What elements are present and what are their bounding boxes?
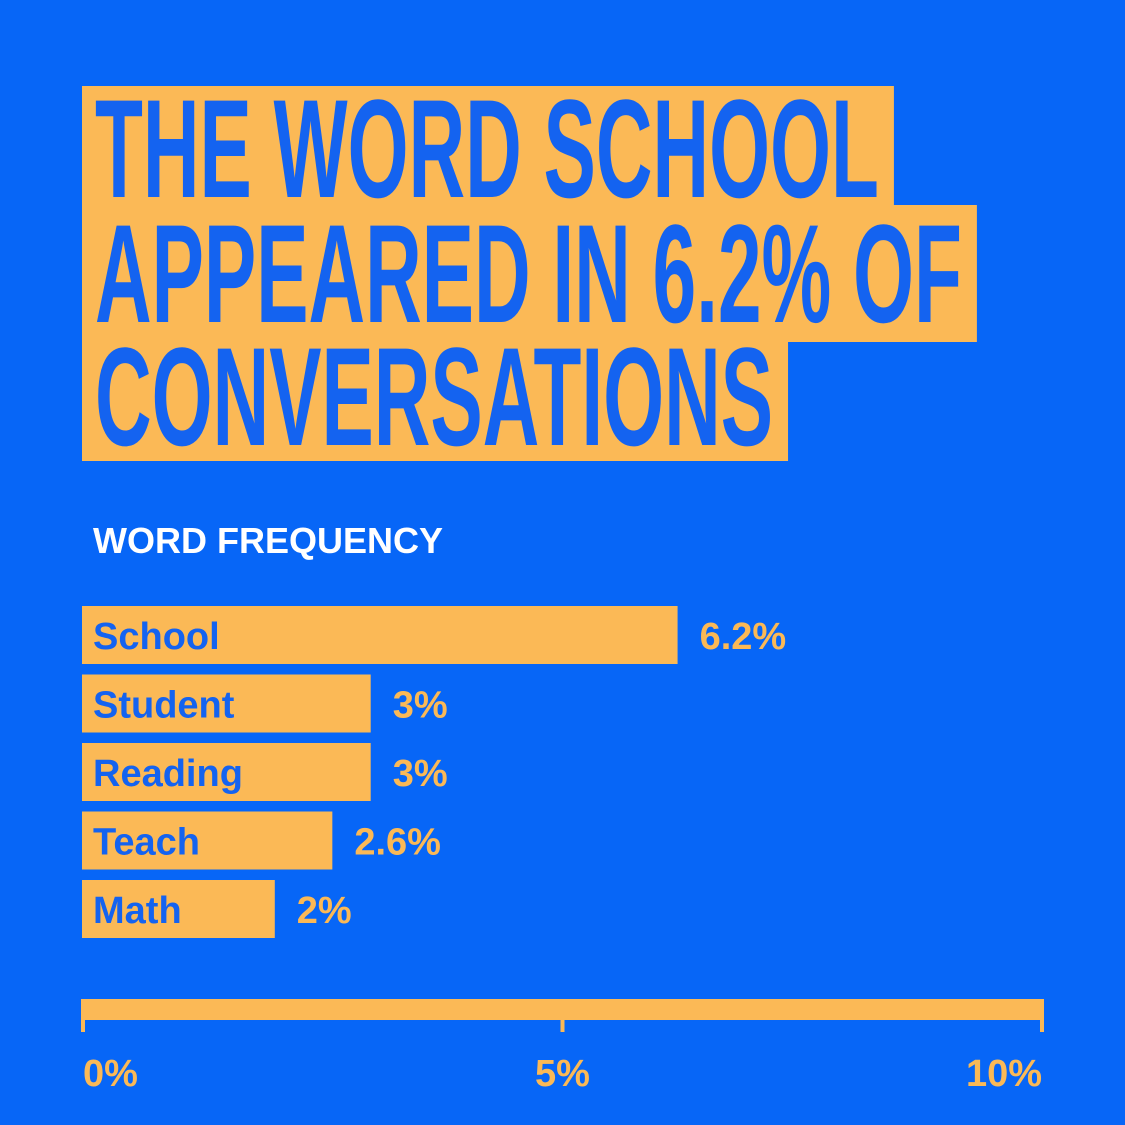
category-label: Reading [93,753,243,795]
chart-title: APPEARED IN 6.2% OF [95,196,962,353]
bar [82,743,371,801]
bar [82,606,678,664]
x-tick-label: 10% [966,1053,1042,1095]
category-label: School [93,616,220,658]
title-highlight [82,86,894,205]
value-label: 2.6% [354,822,441,864]
bar [82,880,275,938]
bar [82,811,333,870]
x-tick-label: 0% [83,1053,138,1095]
axis-line [81,999,1044,1020]
value-label: 6.2% [700,616,787,658]
value-label: 2% [297,890,352,932]
category-label: Teach [93,822,200,864]
chart-subtitle: WORD FREQUENCY [93,520,443,561]
category-label: Math [93,890,182,932]
value-label: 3% [393,685,448,727]
x-tick-label: 5% [535,1053,590,1095]
value-label: 3% [393,753,448,795]
chart-title: CONVERSATIONS [95,319,773,476]
bar [82,674,371,733]
category-label: Student [93,685,235,727]
chart-title: THE WORD SCHOOL [95,71,879,228]
title-highlight [82,205,977,342]
title-highlight [82,342,789,461]
